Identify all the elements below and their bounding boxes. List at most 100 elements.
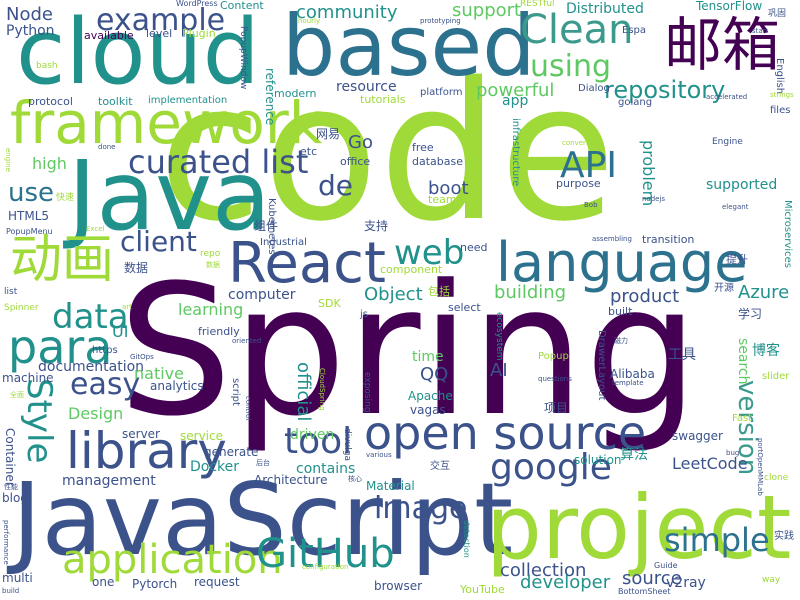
word-style: Style [19,378,59,464]
word-available: available [84,29,134,42]
word-use: use [8,178,55,208]
word-supported: supported [706,177,778,193]
word-problem: problem [639,140,658,207]
word-time: time [412,349,444,365]
word-code: code [158,42,617,263]
word-divulga: divulga [342,428,352,461]
word-curated-list: curated list [128,143,309,181]
word-bash: bash [36,61,58,71]
word-hexin: 核心 [348,475,362,483]
word-app: app [502,93,529,109]
word-free: free [412,141,434,154]
word-pytorch: Pytorch [132,577,178,591]
word-product: product [610,286,680,307]
word-one: one [92,575,115,589]
word-repository: repository [604,76,726,104]
word-elegant: elegant [722,203,749,211]
word-restful: RESTful [520,0,555,9]
word-distributed: Distributed [566,1,644,17]
word-office: office [340,155,371,168]
word-fast: Fast [732,413,753,424]
word-swagger: swagger [672,429,723,443]
word-shuju: 数据 [124,261,149,275]
word-done: done [98,143,116,151]
word-engine-small: engine [4,148,12,172]
word-list: list [4,287,18,297]
word-bottomsheet: BottomSheet [618,587,671,596]
word-implementation: implementation [148,95,228,106]
word-contains: contains [296,461,356,477]
word-kubernetes: Kubernetes [266,198,277,255]
word-friendly: friendly [198,325,240,338]
word-slider: slider [762,371,790,382]
word-way: way [762,575,781,585]
word-ui: UI [112,322,129,341]
word-search: search [735,338,751,385]
word-wordpress: WordPress [176,0,218,8]
word-browser: browser [374,579,423,593]
word-toolkit: toolkit [98,95,133,108]
word-youjian: 邮箱 [664,11,781,79]
word-server: server [122,427,160,441]
word-simple: simple [664,521,770,559]
word-api: API [560,145,617,186]
word-source: source [622,568,682,589]
word-generate: generate [204,445,259,459]
word-request: request [194,575,240,589]
word-https: https [92,345,118,356]
word-zhichi: 支持 [364,219,389,233]
word-youtube: YouTube [460,583,505,596]
word-various: various [366,451,392,459]
word-engine: Engine [712,137,743,147]
word-excel: Excel [86,225,105,233]
word-google: google [490,447,612,488]
word-sdk: SDK [318,297,341,310]
word-wangyi: 网易 [316,127,341,141]
word-python: Python [6,23,55,39]
word-team: team [428,193,457,206]
word-javascript: JavaScript [12,461,514,578]
word-exposing: exposing [362,372,372,413]
word-bob: Bob [584,201,598,209]
word-clone: clone [764,473,789,483]
word-strings: strings [770,91,794,99]
word-files: files [770,105,791,116]
word-framework: framework [10,89,323,157]
word-alibaba: Alibaba [610,367,655,381]
word-boke: 博客 [752,343,780,359]
word-html5: HTML5 [8,209,50,223]
word-protocol: protocol [28,95,73,108]
word-ecosystem: ecosystem [494,312,504,361]
word-infrastructure: infrastructure [510,118,521,187]
word-accelerated: accelerated [706,93,748,101]
word-machine: machine [2,371,54,385]
word-oriented: oriented [232,337,262,345]
word-etc: etc [300,145,318,158]
word-web: web [394,233,465,273]
word-clean: Clean [520,7,634,53]
word-database: database [412,155,463,168]
word-gonggu: 巩固 [768,9,787,19]
word-template: template [612,379,644,387]
word-popupwindow: PopupWindow [238,26,248,90]
word-example: example [96,3,226,38]
word-select: select [448,301,481,314]
word-nodejs: nodejs [642,195,666,203]
word-para: para [8,320,113,374]
word-v2ray: v2ray [666,575,706,591]
word-guide: Guide [654,561,678,570]
word-reference: reference [263,68,277,126]
word-material: Material [366,479,415,493]
word-prototyping: prototyping [420,17,461,25]
word-modern: modern [274,87,317,100]
word-service: service [180,429,223,443]
word-drawerlayout: DrawerLayout [596,330,607,401]
word-art: art [122,303,132,311]
word-purpose: purpose [556,177,601,190]
word-resource: resource [336,79,397,95]
word-project: project [486,476,792,579]
word-documentation: documentation [38,359,145,375]
word-application: application [62,537,283,583]
word-open-source: open source [364,406,647,460]
